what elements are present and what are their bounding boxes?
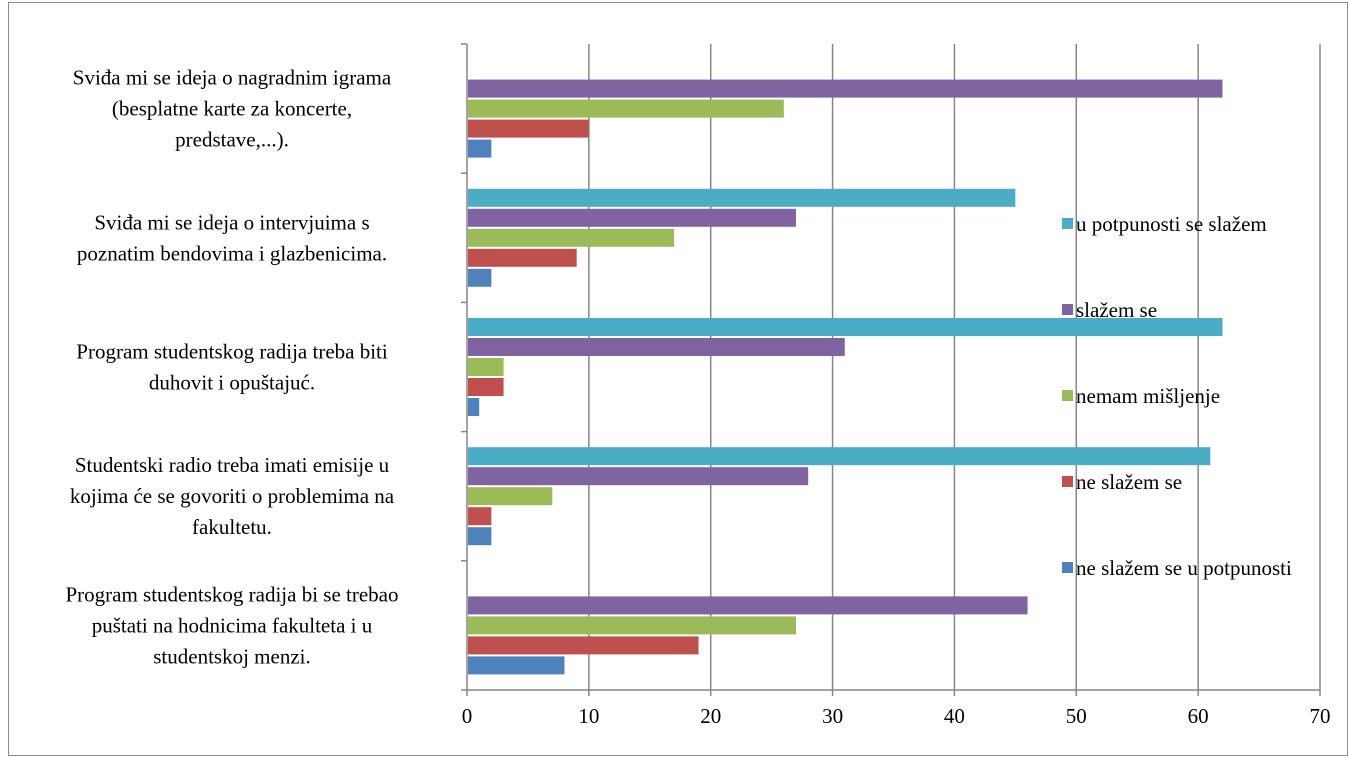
x-tick-label: 10 xyxy=(578,704,599,728)
bar xyxy=(468,99,784,118)
category-labels: Program studentskog radija bi se trebao p… xyxy=(65,66,398,669)
x-tick-label: 50 xyxy=(1066,704,1087,728)
x-tick-label: 30 xyxy=(822,704,843,728)
legend-label: u potpunosti se slažem xyxy=(1076,212,1267,236)
category-label: Sviđa mi se ideja o nagradnim igrama (bes… xyxy=(73,66,392,152)
category-label-line: studentskoj menzi. xyxy=(153,644,310,668)
category-label-line: Sviđa mi se ideja o intervjuima s xyxy=(94,210,369,234)
bar xyxy=(468,338,845,356)
bar xyxy=(468,119,589,138)
bar xyxy=(468,487,553,506)
category-label-line: Sviđa mi se ideja o nagradnim igrama xyxy=(73,66,392,90)
category-label-line: duhovit i opuštajuć. xyxy=(149,371,315,395)
category-label-line: predstave,...). xyxy=(175,128,289,152)
category-label-line: Studentski radio treba imati emisije u xyxy=(75,453,390,477)
legend-label: nemam mišljenje xyxy=(1076,384,1220,408)
legend: u potpunosti se slažem slažem se nemam miš… xyxy=(1062,212,1292,580)
bar xyxy=(468,507,492,526)
axes: 0 10 20 30 40 50 60 70 xyxy=(461,43,1331,728)
category-label-line: fakultetu. xyxy=(192,515,272,539)
bar xyxy=(468,318,1223,336)
bar xyxy=(468,616,797,635)
legend-swatch xyxy=(1062,476,1073,487)
category-label-line: Program studentskog radija bi se trebao xyxy=(65,582,398,606)
category-label: Program studentskog radija bi se trebao p… xyxy=(65,582,398,668)
category-label-line: puštati na hodnicima fakulteta i u xyxy=(92,613,373,637)
bar xyxy=(468,398,480,416)
x-tick-label: 60 xyxy=(1188,704,1209,728)
bar xyxy=(468,358,504,376)
x-tick-label: 0 xyxy=(462,704,473,728)
legend-label: slažem se xyxy=(1076,298,1157,322)
category-label-line: poznatim bendovima i glazbenicima. xyxy=(77,241,387,265)
legend-swatch xyxy=(1062,304,1073,315)
legend-label: ne slažem se xyxy=(1076,470,1182,494)
bar xyxy=(468,527,492,546)
bars xyxy=(468,79,1223,675)
bar xyxy=(468,378,504,396)
legend-swatch xyxy=(1062,218,1073,229)
bar xyxy=(468,596,1028,615)
legend-swatch xyxy=(1062,562,1073,573)
category-label-line: Program studentskog radija treba biti xyxy=(76,340,388,364)
category-label: Sviđa mi se ideja o intervjuima s poznati… xyxy=(77,210,387,265)
x-tick-label: 70 xyxy=(1310,704,1331,728)
bar xyxy=(468,268,492,287)
legend-swatch xyxy=(1062,390,1073,401)
bar xyxy=(468,79,1223,98)
category-label-line: (besplatne karte za koncerte, xyxy=(112,97,352,121)
x-tick-label: 40 xyxy=(944,704,965,728)
category-label: Program studentskog radija treba biti duh… xyxy=(76,340,388,395)
bar xyxy=(468,447,1211,466)
bar xyxy=(468,188,1016,207)
bar xyxy=(468,228,675,247)
gridlines xyxy=(588,44,1321,690)
bar xyxy=(468,208,797,227)
category-label-line: kojima će se govoriti o problemima na xyxy=(70,484,395,508)
category-label: Studentski radio treba imati emisije u ko… xyxy=(70,453,395,539)
legend-label: ne slažem se u potpunosti xyxy=(1076,556,1292,580)
x-tick-label: 20 xyxy=(700,704,721,728)
bar xyxy=(468,636,699,655)
bar xyxy=(468,656,565,675)
bar xyxy=(468,139,492,158)
bar xyxy=(468,467,809,486)
bar xyxy=(468,248,577,267)
